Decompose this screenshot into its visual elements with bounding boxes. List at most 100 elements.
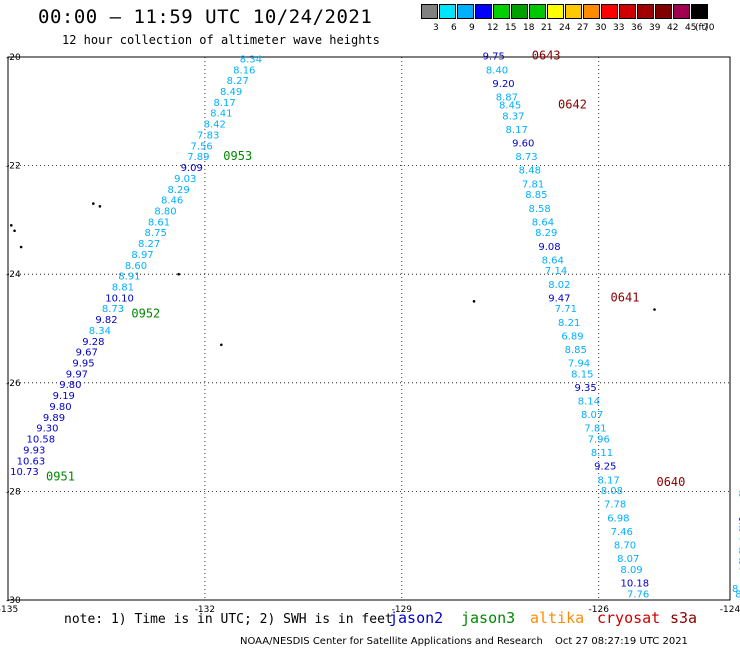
wave-height-value: 8.42 xyxy=(739,557,740,568)
wave-height-value: 8.34 xyxy=(89,326,111,337)
colorbar-tick-label: 15 xyxy=(505,23,517,33)
colorbar-tick-label: 6 xyxy=(451,23,457,33)
wave-height-value: 8.11 xyxy=(591,448,613,459)
y-tick-label: -24 xyxy=(6,270,21,280)
legend-item-jason3: jason3 xyxy=(461,609,516,627)
wave-height-value: 9.97 xyxy=(66,369,88,380)
legend-item-cryosat: cryosat xyxy=(597,609,661,627)
wave-height-value: 9.93 xyxy=(23,445,45,456)
wave-height-value: 9.03 xyxy=(174,174,196,185)
x-tick-label: -132 xyxy=(195,605,215,615)
wave-height-value: 8.41 xyxy=(210,109,232,120)
colorbar-swatch xyxy=(475,4,492,19)
colorbar-swatch xyxy=(619,4,636,19)
colorbar-tick-label: 21 xyxy=(541,23,553,33)
island-dot xyxy=(13,229,16,233)
colorbar-swatch xyxy=(673,4,690,19)
wave-height-value: 8.46 xyxy=(161,196,183,207)
colorbar-swatch xyxy=(421,4,438,19)
x-tick-label: -126 xyxy=(589,605,610,615)
y-tick-label: -26 xyxy=(6,379,21,389)
legend-item-s3a: s3a xyxy=(670,609,698,627)
wave-height-value: 8.75 xyxy=(739,524,740,535)
wave-height-value: 8.87 xyxy=(496,92,518,103)
wave-height-value: 8.61 xyxy=(148,217,170,228)
wave-height-value: 9.35 xyxy=(574,383,596,394)
wave-height-value: 7.81 xyxy=(522,179,544,190)
colorbar-swatch xyxy=(583,4,600,19)
wave-height-value: 7.78 xyxy=(604,500,626,511)
wave-height-value: 8.45 xyxy=(499,101,521,112)
colorbar-tick-label: 27 xyxy=(577,23,589,33)
wave-height-value: 7.81 xyxy=(584,424,606,435)
wave-height-value: 8.02 xyxy=(548,280,570,291)
chart-title: 00:00 – 11:59 UTC 10/24/2021 xyxy=(38,6,373,28)
colorbar-swatch xyxy=(529,4,546,19)
wave-height-value: 8.17 xyxy=(597,475,619,486)
colorbar-swatch xyxy=(691,4,708,19)
colorbar-tick-label: 70 xyxy=(703,23,715,33)
wave-height-value: 7.56 xyxy=(190,141,212,152)
wave-height-value: 9.75 xyxy=(483,52,505,63)
y-tick-label: -20 xyxy=(6,53,21,63)
wave-height-value: 8.29 xyxy=(535,228,557,239)
wave-height-value: 8.07 xyxy=(617,554,639,565)
colorbar-tick-label: 36 xyxy=(631,23,643,33)
wave-height-value: 8.97 xyxy=(131,250,153,261)
wave-height-value: 8.75 xyxy=(145,228,167,239)
colorbar-tick-label: 45 xyxy=(685,23,697,33)
wave-height-value: 8.05 xyxy=(739,546,740,557)
wave-height-value: 7.94 xyxy=(568,359,590,370)
colorbar-swatch xyxy=(565,4,582,19)
pass-time-label: 0952 xyxy=(131,307,160,321)
wave-height-value: 8.21 xyxy=(558,318,580,329)
colorbar-tick-label: 24 xyxy=(559,23,571,33)
wave-height-value: 9.20 xyxy=(492,79,514,90)
y-tick-label: -30 xyxy=(6,596,21,606)
wave-height-value: 8.85 xyxy=(525,190,547,201)
wave-height-value: 9.09 xyxy=(181,163,203,174)
wave-height-value: 7.71 xyxy=(555,304,577,315)
wave-height-value: 6.98 xyxy=(607,513,629,524)
wave-height-value: 9.08 xyxy=(538,242,560,253)
wave-height-value: 10.58 xyxy=(26,435,55,446)
wave-height-value: 8.64 xyxy=(542,255,564,266)
x-tick-label: -129 xyxy=(392,605,413,615)
pass-time-label: 0642 xyxy=(558,98,587,112)
x-tick-label: -124 xyxy=(720,605,740,615)
wave-height-value: 9.47 xyxy=(548,293,570,304)
colorbar-swatch xyxy=(457,4,474,19)
wave-height-value: 7.83 xyxy=(197,130,219,141)
colorbar-tick-label: 3 xyxy=(433,23,439,33)
wave-height-value: 7.96 xyxy=(588,435,610,446)
pass-time-label: 0641 xyxy=(611,290,640,304)
wave-height-value: 10.18 xyxy=(621,578,650,589)
wave-height-value: 10.10 xyxy=(105,293,134,304)
colorbar-swatch xyxy=(637,4,654,19)
wave-height-value: 7.74 xyxy=(739,538,740,549)
wave-height-value: 8.30 xyxy=(735,589,740,600)
wave-height-value: 7.76 xyxy=(627,589,649,600)
colorbar-swatch xyxy=(655,4,672,19)
wave-height-value: 9.80 xyxy=(49,402,71,413)
wave-height-value: 10.73 xyxy=(10,467,39,478)
wave-height-value: 9.82 xyxy=(95,315,117,326)
wave-height-value: 9.80 xyxy=(59,380,81,391)
wave-height-value: 8.17 xyxy=(213,98,235,109)
wave-height-value: 7.46 xyxy=(611,527,633,538)
island-dot xyxy=(472,300,476,303)
wave-height-value: 7.14 xyxy=(545,266,567,277)
wave-height-value: 8.49 xyxy=(220,87,242,98)
wave-height-value: 8.73 xyxy=(515,152,537,163)
chart-subtitle: 12 hour collection of altimeter wave hei… xyxy=(62,33,380,47)
wave-height-value: 9.21 xyxy=(739,516,740,527)
island-dot xyxy=(220,343,223,347)
wave-height-value: 8.58 xyxy=(529,204,551,215)
wave-height-value: 8.60 xyxy=(125,261,147,272)
pass-time-label: 0951 xyxy=(46,470,75,484)
wave-height-value: 9.30 xyxy=(36,424,58,435)
colorbar-swatch xyxy=(439,4,456,19)
island-dot xyxy=(177,272,180,276)
colorbar-swatch xyxy=(511,4,528,19)
wave-height-value: 8.48 xyxy=(519,166,541,177)
